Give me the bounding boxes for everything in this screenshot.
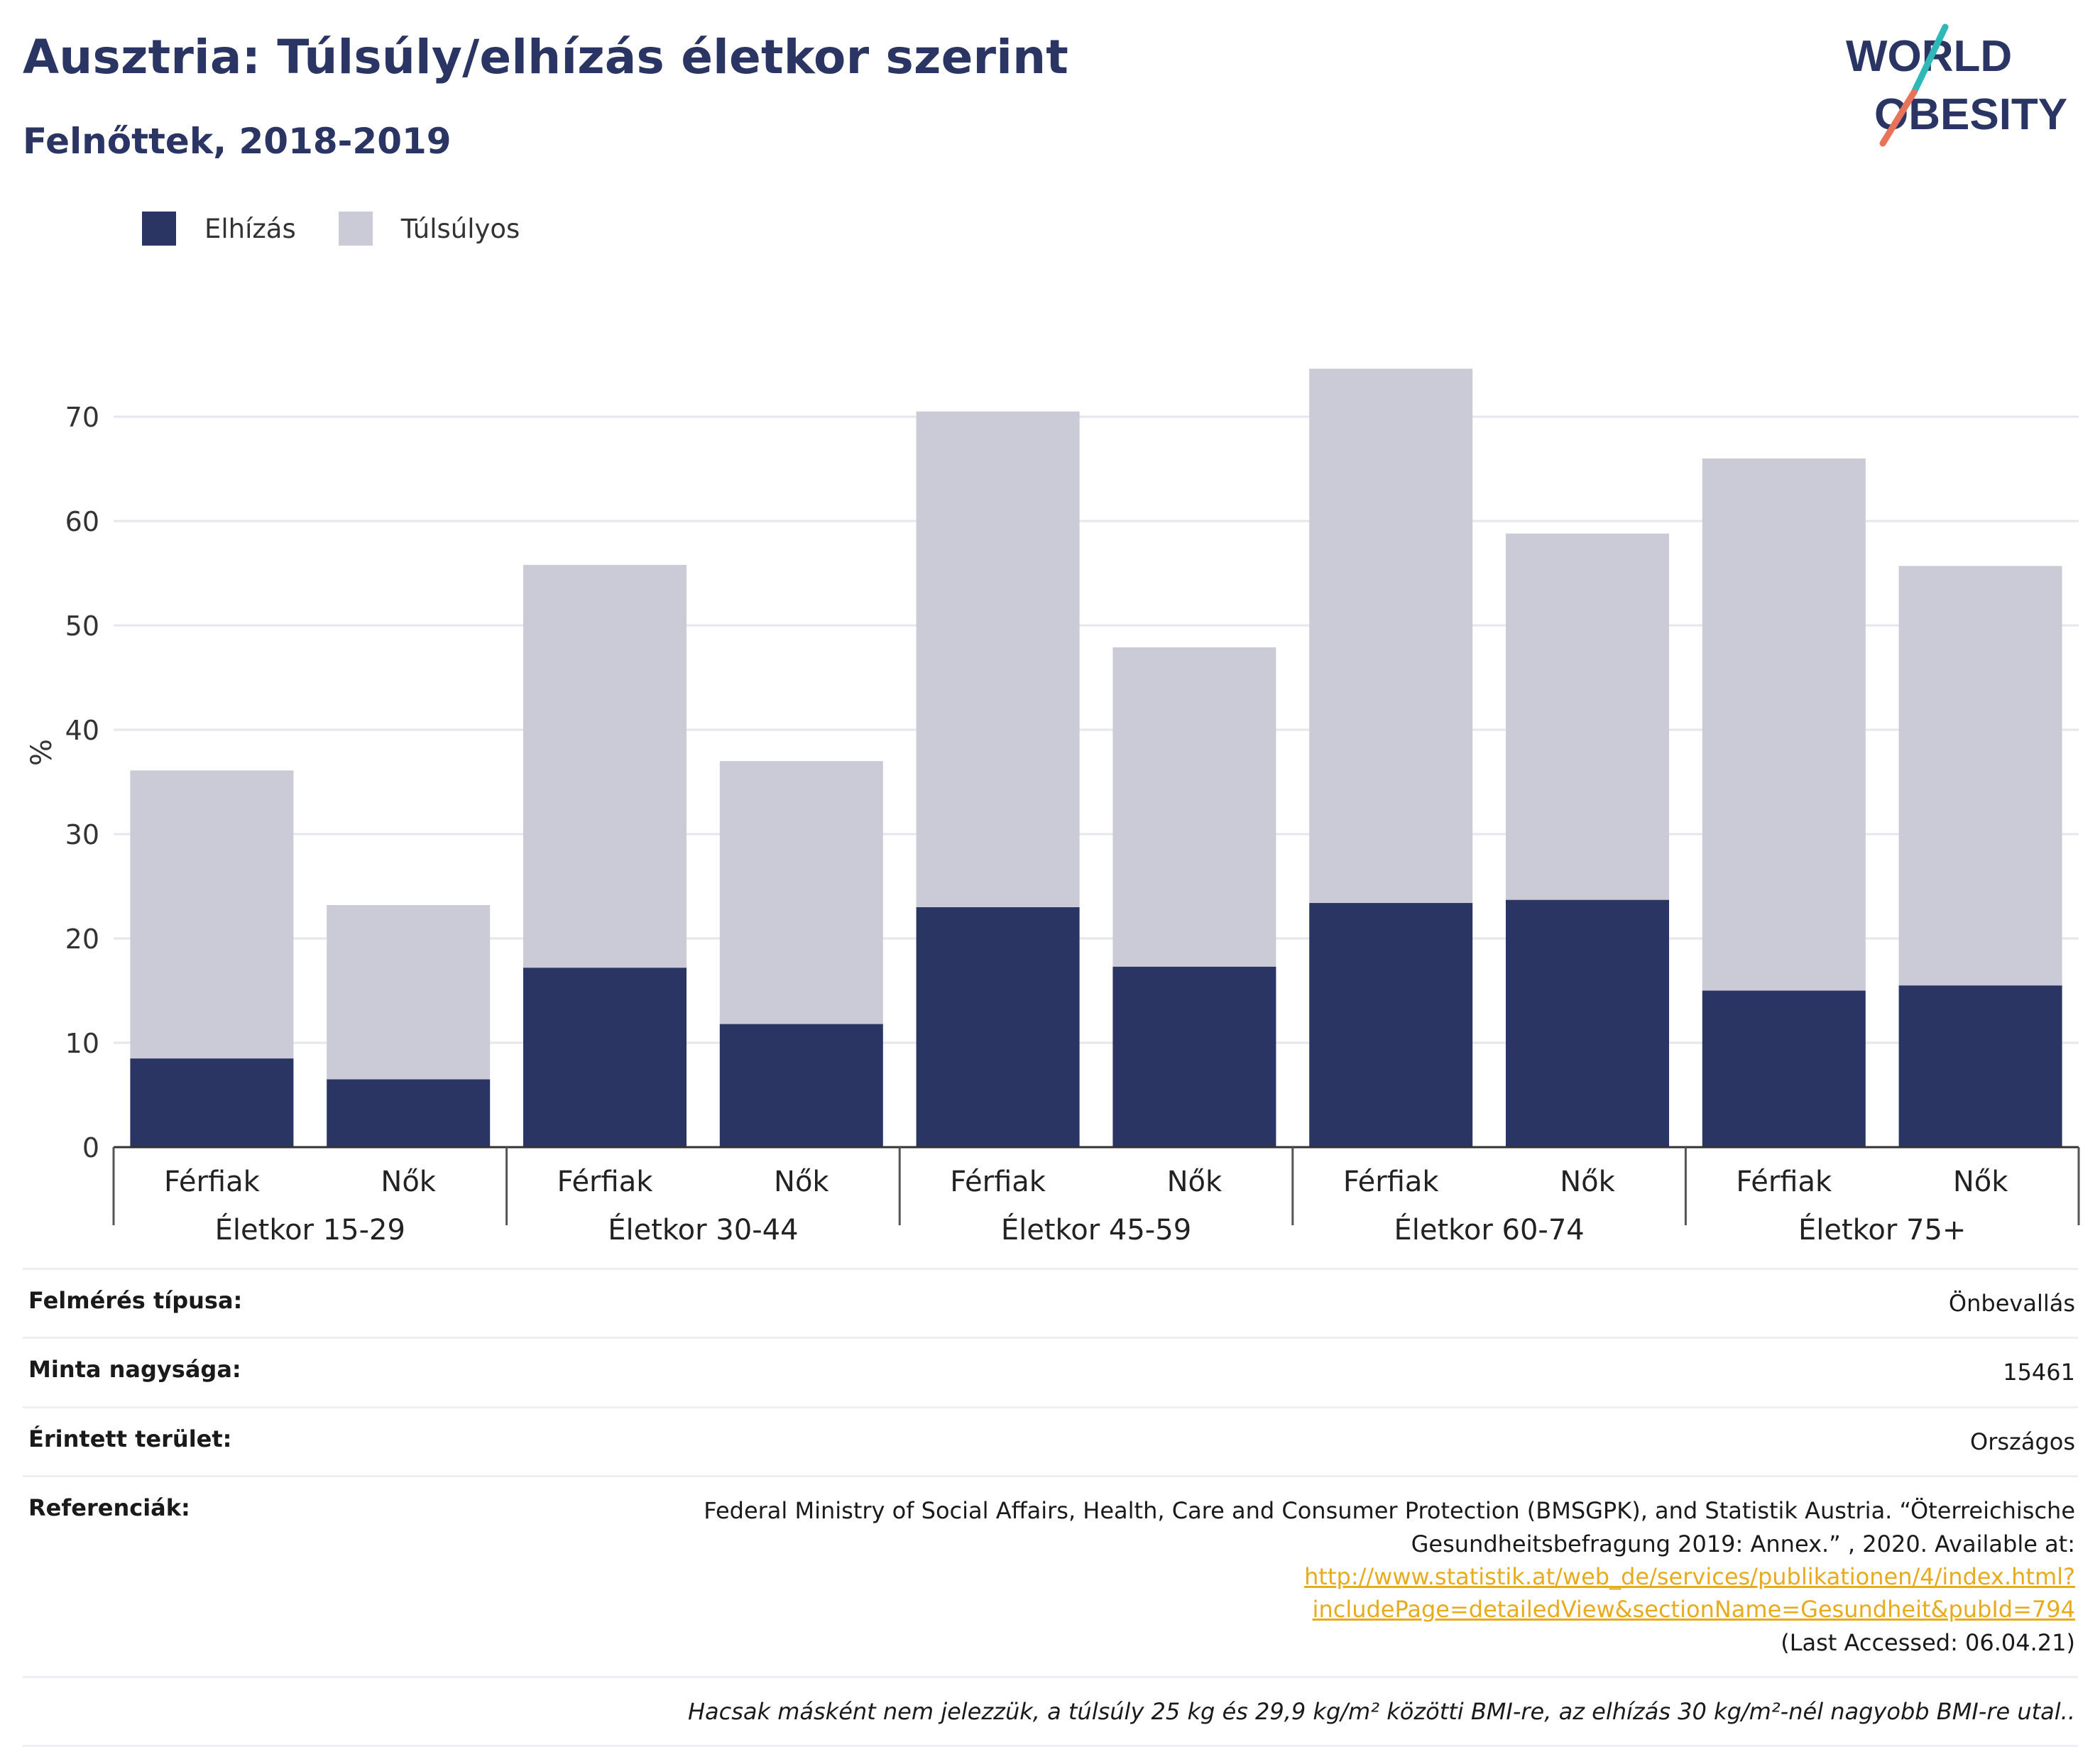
- info-row-area: Érintett terület: Országos: [23, 1406, 2078, 1475]
- y-tick-label: 40: [65, 715, 99, 746]
- chart-legend: Elhízás Túlsúlyos: [142, 212, 562, 246]
- bar-overweight: [327, 904, 491, 1080]
- y-tick-label: 50: [65, 610, 99, 642]
- y-tick-label: 10: [65, 1028, 99, 1059]
- stacked-bar-chart: 0 10 20 30 40 50 60 70% Férfiak Nők Férfiak Nők Férf…: [26, 368, 2080, 1247]
- legend-item-obese[interactable]: Elhízás: [142, 212, 296, 246]
- y-tick-label: 70: [65, 402, 99, 433]
- references-label: Referenciák:: [28, 1494, 190, 1522]
- legend-swatch-obese: [142, 212, 176, 246]
- legend-label-overweight: Túlsúlyos: [400, 213, 520, 244]
- bar-overweight: [1112, 647, 1276, 967]
- info-row-survey: Felmérés típusa: Önbevallás: [23, 1268, 2078, 1337]
- y-axis-label: %: [26, 739, 58, 766]
- x-tick-label: Férfiak: [164, 1166, 261, 1198]
- page-title: Ausztria: Túlsúly/elhízás életkor szerin…: [23, 30, 1069, 84]
- group-label: Életkor 30-44: [608, 1212, 798, 1247]
- reference-link[interactable]: http://www.statistik.at/web_de/services/…: [1304, 1562, 2075, 1623]
- bar-obese: [1309, 903, 1473, 1147]
- group-label: Életkor 45-59: [1001, 1212, 1191, 1247]
- bar-overweight: [1898, 566, 2062, 986]
- bar-overweight: [1309, 368, 1473, 904]
- x-tick-label: Nők: [774, 1166, 829, 1198]
- group-label: Életkor 75+: [1798, 1212, 1966, 1247]
- logo-line2: OBESITY: [1874, 90, 2067, 139]
- bar-obese: [1898, 985, 2062, 1147]
- page-subtitle: Felnőttek, 2018-2019: [23, 121, 452, 162]
- legend-item-overweight[interactable]: Túlsúlyos: [338, 212, 520, 246]
- info-row-sample: Minta nagysága: 15461: [23, 1337, 2078, 1406]
- bar-overweight: [1702, 458, 1866, 991]
- y-tick-label: 30: [65, 819, 99, 850]
- legend-label-obese: Elhízás: [204, 213, 296, 244]
- group-label: Életkor 60-74: [1394, 1212, 1584, 1247]
- bar-overweight: [1506, 533, 1669, 900]
- bar-obese: [327, 1079, 491, 1147]
- world-obesity-logo: WORLD OBESITY: [1846, 23, 2067, 147]
- bar-obese: [1112, 966, 1276, 1147]
- reference-text: Federal Ministry of Social Affairs, Heal…: [704, 1497, 2075, 1557]
- bar-obese: [1702, 990, 1866, 1147]
- references-value: Federal Ministry of Social Affairs, Heal…: [584, 1494, 2075, 1659]
- y-tick-label: 0: [82, 1132, 99, 1163]
- logo-slash-coral-icon: [1879, 89, 1918, 147]
- survey-type-value: Önbevallás: [1948, 1290, 2075, 1317]
- x-tick-label: Nők: [381, 1166, 436, 1198]
- y-tick-label: 60: [65, 506, 99, 537]
- area-value: Országos: [1970, 1428, 2075, 1455]
- x-tick-label: Férfiak: [557, 1166, 654, 1198]
- footnote: Hacsak másként nem jelezzük, a túlsúly 2…: [23, 1676, 2078, 1747]
- reference-accessed: (Last Accessed: 06.04.21): [1781, 1628, 2075, 1656]
- group-label: Életkor 15-29: [215, 1212, 405, 1247]
- x-tick-label: Nők: [1953, 1166, 2008, 1198]
- x-tick-label: Nők: [1560, 1166, 1615, 1198]
- sample-size-label: Minta nagysága:: [28, 1356, 241, 1384]
- bar-obese: [916, 907, 1080, 1147]
- legend-swatch-overweight: [338, 212, 373, 246]
- x-tick-label: Nők: [1167, 1166, 1223, 1198]
- survey-type-label: Felmérés típusa:: [28, 1287, 243, 1314]
- area-label: Érintett terület:: [28, 1425, 232, 1452]
- x-tick-label: Férfiak: [950, 1166, 1046, 1198]
- bar-overweight: [719, 761, 883, 1024]
- info-table: Felmérés típusa: Önbevallás Minta nagysá…: [23, 1268, 2078, 1747]
- sample-size-value: 15461: [2003, 1359, 2075, 1386]
- x-tick-label: Férfiak: [1736, 1166, 1832, 1198]
- bar-overweight: [916, 411, 1080, 907]
- bar-obese: [1506, 899, 1669, 1147]
- y-tick-label: 20: [65, 924, 99, 955]
- info-row-references: Referenciák: Federal Ministry of Social …: [23, 1475, 2078, 1676]
- bar-obese: [130, 1058, 294, 1147]
- bar-overweight: [130, 770, 294, 1059]
- bar-overweight: [523, 564, 687, 968]
- bar-obese: [523, 968, 687, 1147]
- logo-slash-teal-icon: [1910, 23, 1949, 96]
- x-tick-label: Férfiak: [1343, 1166, 1440, 1198]
- bar-obese: [719, 1024, 883, 1147]
